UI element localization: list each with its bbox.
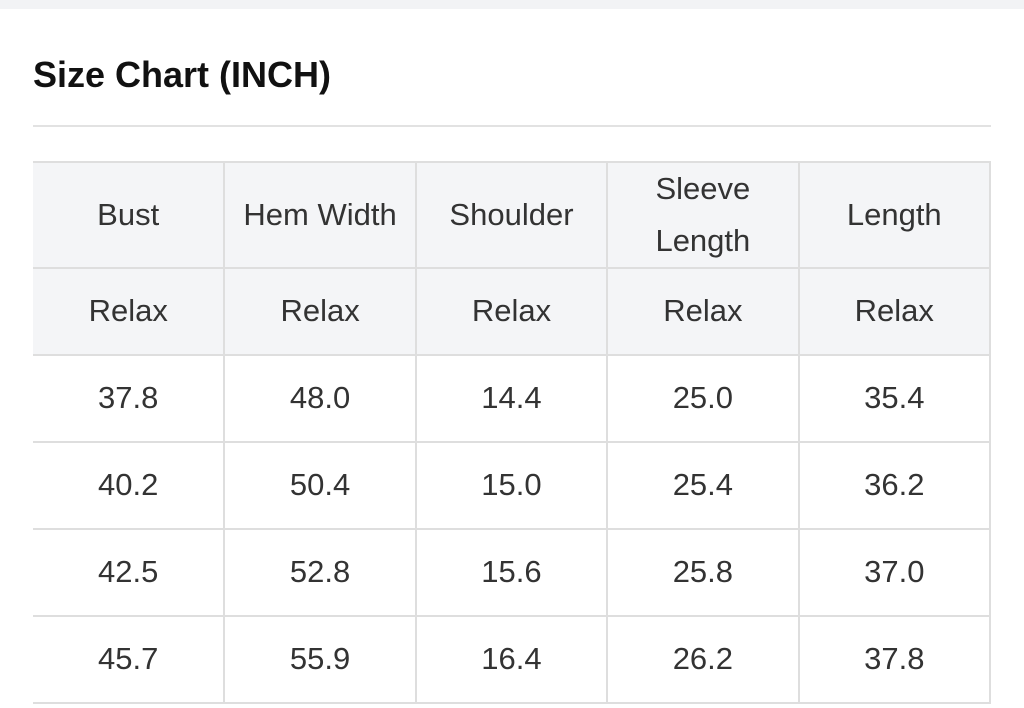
table-row: 45.7 55.9 16.4 26.2 37.8 xyxy=(33,615,992,704)
table-row-cell: 14.4 xyxy=(414,354,609,443)
table-row-cell: 15.0 xyxy=(414,441,609,530)
table-row-cell: 48.0 xyxy=(223,354,417,443)
table-row-cell: 37.8 xyxy=(797,615,992,704)
table-row-cell: 25.8 xyxy=(606,528,800,617)
table-row-cell: 45.7 xyxy=(33,615,226,704)
table-row-cell: 50.4 xyxy=(223,441,417,530)
header-row-cell: Shoulder xyxy=(414,161,609,269)
table-row-cell: 25.0 xyxy=(606,354,800,443)
table-row-cell: 35.4 xyxy=(797,354,992,443)
subheader-row-cell: Relax xyxy=(223,267,417,356)
table-row: 37.8 48.0 14.4 25.0 35.4 xyxy=(33,354,992,443)
table-row-cell: 16.4 xyxy=(414,615,609,704)
subheader-row-cell: Relax xyxy=(414,267,609,356)
table-row-cell: 55.9 xyxy=(223,615,417,704)
top-bar xyxy=(0,0,1024,9)
page-title: Size Chart (INCH) xyxy=(33,54,332,95)
divider xyxy=(33,125,991,127)
header-row: Bust Hem Width Shoulder Sleeve Length Length xyxy=(33,161,992,269)
table-row: 42.5 52.8 15.6 25.8 37.0 xyxy=(33,528,992,617)
table-row-cell: 52.8 xyxy=(223,528,417,617)
table-row: 40.2 50.4 15.0 25.4 36.2 xyxy=(33,441,992,530)
table-row-cell: 36.2 xyxy=(797,441,992,530)
subheader-row: Relax Relax Relax Relax Relax xyxy=(33,267,992,356)
subheader-row-cell: Relax xyxy=(33,267,226,356)
table-row-cell: 42.5 xyxy=(33,528,226,617)
header-row-cell: Sleeve Length xyxy=(606,161,800,269)
table-row-cell: 37.8 xyxy=(33,354,226,443)
table-row-cell: 40.2 xyxy=(33,441,226,530)
header-row-cell: Length xyxy=(797,161,992,269)
subheader-row-cell: Relax xyxy=(797,267,992,356)
header-row-cell: Hem Width xyxy=(223,161,417,269)
header-row-cell: Bust xyxy=(33,161,226,269)
table-row-cell: 15.6 xyxy=(414,528,609,617)
subheader-row-cell: Relax xyxy=(606,267,800,356)
table-row-cell: 37.0 xyxy=(797,528,992,617)
size-chart-table: Bust Hem Width Shoulder Sleeve Length Length… xyxy=(33,161,992,704)
table-row-cell: 26.2 xyxy=(606,615,800,704)
table-row-cell: 25.4 xyxy=(606,441,800,530)
